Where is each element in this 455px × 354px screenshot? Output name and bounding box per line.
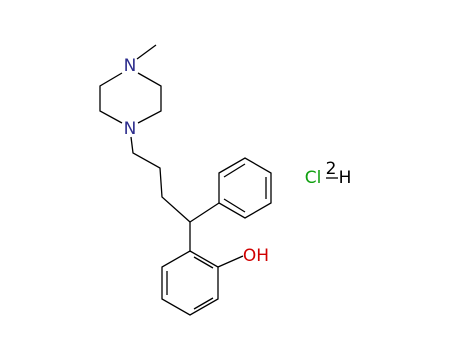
bond (193, 256, 214, 269)
bond (136, 44, 157, 60)
bond (223, 198, 246, 213)
bond (223, 163, 246, 178)
atom-label: Cl (305, 168, 322, 188)
bond (217, 255, 244, 268)
atom-label: N (124, 119, 137, 139)
bond (193, 297, 214, 310)
bond (130, 136, 191, 223)
bond (189, 202, 220, 223)
ring (218, 157, 272, 219)
bonds (99, 44, 338, 316)
ring (161, 250, 219, 316)
bond (137, 72, 162, 124)
atom-count: 2 (326, 159, 337, 179)
atom-label: H (339, 168, 352, 188)
bond (99, 72, 123, 124)
atom-label: OH (243, 246, 269, 266)
atom-label: N (124, 56, 137, 76)
